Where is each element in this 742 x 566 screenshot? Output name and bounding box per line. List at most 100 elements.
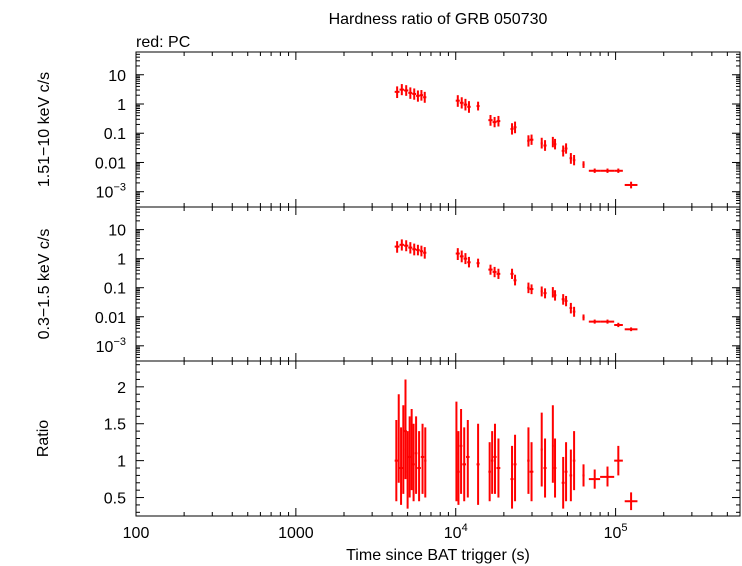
- data-point: [416, 244, 420, 256]
- data-point: [402, 405, 405, 494]
- data-point: [404, 379, 407, 480]
- data-point: [588, 319, 601, 324]
- data-point: [414, 416, 418, 494]
- data-point: [399, 84, 405, 96]
- data-point: [564, 295, 568, 307]
- data-point: [424, 427, 427, 498]
- data-point: [410, 408, 413, 491]
- y-tick-label: 0.5: [104, 491, 126, 508]
- data-point: [394, 86, 400, 99]
- data-point: [455, 95, 460, 107]
- data-point: [553, 290, 557, 301]
- data-point: [510, 268, 514, 279]
- data-point: [404, 85, 409, 96]
- y-axis-label: 0.3−1.5 keV c/s: [36, 229, 53, 340]
- data-point: [529, 442, 534, 502]
- data-point: [569, 302, 573, 314]
- data-point: [419, 90, 424, 101]
- data-point: [561, 456, 565, 509]
- data-point: [582, 161, 585, 168]
- data-point: [404, 240, 409, 252]
- data-point: [493, 423, 497, 494]
- y-tick-label: 0.01: [95, 310, 126, 327]
- data-point: [459, 250, 464, 263]
- data-point: [488, 442, 491, 502]
- data-point: [614, 445, 623, 476]
- y-tick-label: 1.5: [104, 417, 126, 434]
- data-point: [540, 137, 543, 149]
- chart-title: Hardness ratio of GRB 050730: [329, 11, 548, 28]
- x-tick-label: 100: [123, 525, 150, 542]
- data-point: [569, 449, 573, 502]
- data-point: [419, 245, 424, 257]
- data-point: [561, 294, 565, 305]
- y-axis-label: Ratio: [35, 420, 52, 457]
- data-point: [540, 286, 543, 297]
- data-point: [408, 416, 411, 498]
- data-point: [561, 145, 565, 157]
- data-point: [394, 420, 398, 502]
- data-point: [529, 134, 534, 145]
- data-point: [417, 431, 421, 502]
- y-tick-label: 2: [117, 380, 126, 397]
- data-point: [582, 464, 585, 487]
- data-point: [572, 431, 576, 491]
- data-point: [513, 434, 517, 502]
- chart-subtitle: red: PC: [136, 34, 190, 51]
- data-point: [459, 97, 464, 109]
- data-point: [496, 438, 501, 498]
- data-point: [408, 87, 413, 99]
- y-tick-label: 0.01: [95, 155, 126, 172]
- data-point: [399, 239, 405, 251]
- y-axis-label: 1.51−10 keV c/s: [36, 72, 53, 187]
- data-point: [463, 98, 468, 111]
- data-point: [467, 256, 471, 268]
- data-point: [394, 241, 400, 253]
- data-point: [397, 394, 400, 483]
- data-point: [412, 243, 417, 256]
- data-point: [412, 423, 415, 502]
- data-point: [572, 155, 576, 166]
- y-tick-label: 1: [117, 454, 126, 471]
- data-point: [492, 266, 497, 278]
- data-point: [600, 466, 615, 487]
- data-point: [551, 136, 554, 148]
- data-point: [455, 248, 460, 260]
- data-point: [513, 274, 517, 286]
- data-point: [466, 420, 470, 498]
- data-point: [540, 412, 543, 487]
- data-point: [529, 284, 534, 295]
- data-point: [527, 427, 530, 494]
- data-point: [510, 445, 514, 509]
- data-point: [600, 319, 615, 324]
- data-point: [420, 423, 425, 494]
- data-point: [423, 91, 427, 103]
- data-point: [624, 492, 638, 511]
- data-point: [614, 322, 623, 328]
- data-point: [399, 427, 403, 505]
- data-point: [569, 153, 573, 164]
- data-point: [600, 168, 615, 173]
- data-point: [423, 247, 427, 259]
- data-point: [510, 123, 514, 135]
- data-point: [408, 242, 413, 254]
- data-point: [412, 88, 417, 100]
- data-point: [488, 264, 493, 275]
- data-point: [543, 288, 547, 299]
- data-point: [513, 121, 517, 134]
- y-tick-label: 10: [108, 223, 126, 240]
- data-point: [553, 138, 557, 150]
- data-point: [476, 258, 480, 268]
- y-tick-label: 10: [108, 68, 126, 85]
- data-point: [543, 438, 547, 498]
- data-point: [527, 135, 530, 147]
- data-point: [459, 408, 463, 494]
- data-point: [406, 431, 409, 509]
- data-point: [551, 287, 554, 298]
- data-point: [551, 405, 554, 483]
- data-point: [614, 168, 623, 173]
- y-tick-label: 1: [117, 252, 126, 269]
- data-point: [490, 431, 494, 494]
